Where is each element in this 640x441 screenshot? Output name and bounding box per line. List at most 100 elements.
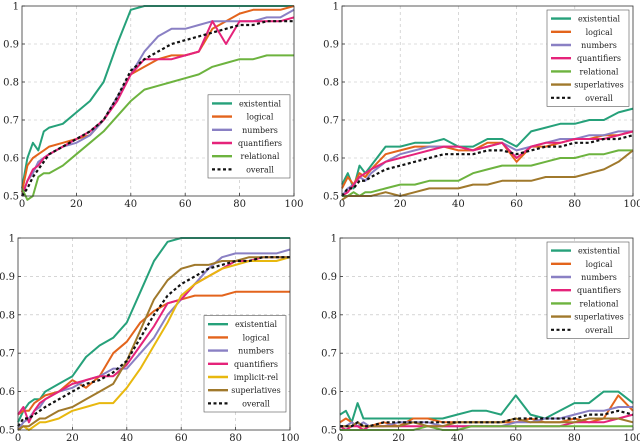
series-line-overall bbox=[341, 134, 634, 197]
y-tick-label: 1 bbox=[13, 2, 19, 13]
legend-label-numbers: numbers bbox=[242, 126, 278, 135]
plot-frame bbox=[21, 5, 295, 197]
legend-label-relational: relational bbox=[241, 152, 280, 161]
legend-label-logical: logical bbox=[586, 260, 613, 269]
y-tick-label: 0.6 bbox=[3, 154, 19, 165]
y-tick-label: 0.5 bbox=[323, 192, 339, 203]
chart-panel-bottom-left: 0 20 40 60 80 100 0.5 0.6 0.7 0.8 0.9 1 existential l… bbox=[0, 234, 300, 441]
y-tick-label: 0.8 bbox=[0, 310, 15, 321]
series-line-quantifiers bbox=[341, 130, 634, 197]
plot-frame bbox=[339, 237, 634, 431]
legend: existential logical numbers quantifiers rela… bbox=[546, 241, 630, 339]
x-tick-label: 60 bbox=[179, 199, 192, 210]
legend-label-logical: logical bbox=[247, 113, 274, 122]
y-tick-label: 1 bbox=[333, 2, 339, 13]
x-tick-label: 20 bbox=[70, 199, 83, 210]
x-tick-label: 100 bbox=[623, 199, 640, 210]
y-tick-label: 0.8 bbox=[3, 78, 19, 89]
legend-label-quantifiers: quantifiers bbox=[238, 139, 282, 148]
y-tick-label: 0.7 bbox=[0, 349, 15, 360]
y-tick-label: 0.6 bbox=[323, 154, 339, 165]
series-line-numbers bbox=[341, 130, 633, 197]
x-tick-label: 80 bbox=[229, 433, 242, 441]
legend-label-quantifiers: quantifiers bbox=[234, 360, 278, 369]
legend-label-overall: overall bbox=[242, 399, 270, 408]
x-tick-label: 80 bbox=[568, 433, 581, 441]
legend-label-superlatives: superlatives bbox=[574, 81, 623, 90]
legend-label-numbers: numbers bbox=[581, 273, 617, 282]
series-line-overall bbox=[21, 20, 294, 197]
legend: existential logical numbers quantifiers rela… bbox=[546, 9, 630, 107]
y-tick-label: 0.8 bbox=[321, 310, 337, 321]
legend-label-numbers: numbers bbox=[581, 41, 617, 50]
x-tick-label: 40 bbox=[451, 433, 464, 441]
x-tick-label: 60 bbox=[175, 433, 188, 441]
x-tick-label: 60 bbox=[509, 433, 522, 441]
x-tick-label: 0 bbox=[337, 433, 343, 441]
x-tick-label: 0 bbox=[19, 199, 25, 210]
legend-label-relational: relational bbox=[580, 299, 619, 308]
x-tick-label: 20 bbox=[394, 199, 407, 210]
chart-panel-top-right: 0 20 40 60 80 100 0.5 0.6 0.7 0.8 0.9 1 existential l… bbox=[323, 2, 640, 211]
legend-label-numbers: numbers bbox=[238, 347, 274, 356]
y-tick-label: 0.6 bbox=[321, 387, 337, 398]
legend-label-existential: existential bbox=[578, 15, 621, 24]
legend-box bbox=[207, 94, 291, 179]
y-tick-label: 0.5 bbox=[321, 426, 337, 437]
y-tick-label: 0.9 bbox=[323, 40, 339, 51]
legend-label-existential: existential bbox=[578, 247, 621, 256]
x-tick-label: 0 bbox=[339, 199, 345, 210]
x-tick-label: 100 bbox=[280, 433, 299, 441]
legend-label-overall: overall bbox=[246, 165, 274, 174]
legend-label-quantifiers: quantifiers bbox=[577, 286, 621, 295]
x-tick-label: 40 bbox=[124, 199, 137, 210]
x-tick-label: 100 bbox=[623, 433, 640, 441]
y-tick-label: 0.5 bbox=[0, 426, 15, 437]
x-tick-label: 20 bbox=[66, 433, 79, 441]
legend-label-quantifiers: quantifiers bbox=[577, 54, 621, 63]
plot-frame bbox=[17, 237, 291, 431]
y-tick-label: 0.9 bbox=[321, 272, 337, 283]
x-tick-label: 100 bbox=[284, 199, 303, 210]
legend-label-overall: overall bbox=[585, 326, 613, 335]
series-line-logical bbox=[21, 5, 295, 193]
y-tick-label: 0.8 bbox=[323, 78, 339, 89]
series-line-relational bbox=[342, 149, 633, 197]
series-line-logical bbox=[17, 290, 290, 416]
legend-label-overall: overall bbox=[585, 94, 613, 103]
legend-label-logical: logical bbox=[243, 333, 270, 342]
legend-label-existential: existential bbox=[235, 320, 278, 329]
legend: existential logical numbers quantifiers impl… bbox=[203, 315, 287, 413]
y-tick-label: 0.9 bbox=[0, 272, 15, 283]
x-tick-label: 20 bbox=[392, 433, 405, 441]
x-tick-label: 40 bbox=[452, 199, 465, 210]
y-tick-label: 1 bbox=[331, 234, 337, 245]
x-tick-label: 0 bbox=[15, 433, 21, 441]
y-tick-label: 0.5 bbox=[3, 192, 19, 203]
plot-frame bbox=[341, 5, 634, 197]
legend-label-logical: logical bbox=[586, 28, 613, 37]
series-line-superlatives bbox=[17, 256, 290, 431]
legend-label-superlatives: superlatives bbox=[231, 386, 280, 395]
legend-label-existential: existential bbox=[239, 99, 282, 108]
y-tick-label: 0.7 bbox=[321, 349, 337, 360]
series-line-existential bbox=[341, 107, 634, 190]
series-line-implicit-rel bbox=[17, 256, 291, 431]
y-tick-label: 0.7 bbox=[323, 116, 339, 127]
legend-label-superlatives: superlatives bbox=[574, 313, 623, 322]
series-line-numbers bbox=[17, 248, 291, 431]
legend: existential logical numbers quantifiers rela… bbox=[207, 94, 291, 179]
x-tick-label: 40 bbox=[120, 433, 133, 441]
y-tick-label: 1 bbox=[9, 234, 15, 245]
series-line-quantifiers bbox=[21, 16, 295, 197]
series-line-existential bbox=[339, 390, 634, 424]
series-line-overall bbox=[340, 409, 634, 428]
x-tick-label: 80 bbox=[568, 199, 581, 210]
chart-panel-top-left: 0 20 40 60 80 100 0.5 0.6 0.7 0.8 0.9 1 existential l… bbox=[3, 2, 303, 211]
x-tick-label: 80 bbox=[233, 199, 246, 210]
series-line-relational bbox=[21, 54, 294, 201]
y-tick-label: 0.7 bbox=[3, 116, 19, 127]
chart-panel-bottom-right: 0 20 40 60 80 100 0.5 0.6 0.7 0.8 0.9 1 existential l… bbox=[321, 234, 640, 441]
x-tick-label: 60 bbox=[510, 199, 523, 210]
